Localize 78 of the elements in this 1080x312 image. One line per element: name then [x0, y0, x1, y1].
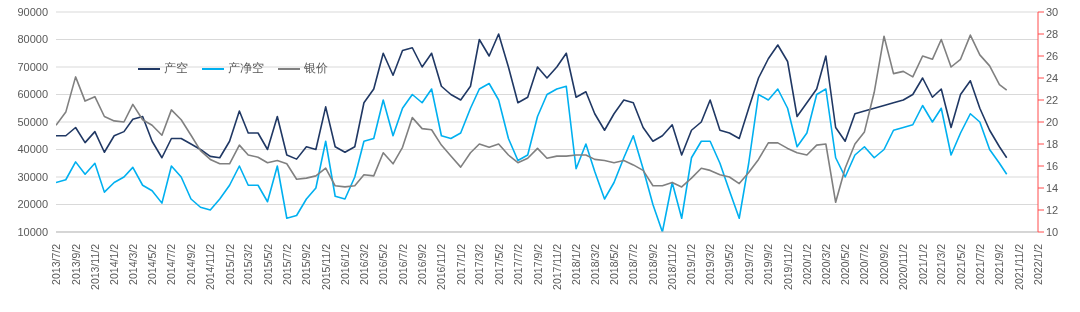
- x-tick-label: 2020/11/2: [897, 243, 910, 290]
- x-tick-label: 2014/7/2: [165, 243, 178, 285]
- x-tick-label: 2016/7/2: [396, 243, 409, 285]
- x-tick-label: 2021/11/2: [1012, 243, 1025, 290]
- y2-tick-label: 28: [1046, 27, 1059, 40]
- x-tick-label: 2020/9/2: [878, 243, 891, 285]
- x-tick-label: 2015/11/2: [319, 243, 332, 290]
- line-series: [56, 82, 1008, 232]
- y2-tick-label: 22: [1046, 93, 1059, 106]
- x-tick-label: 2022/1/2: [1032, 243, 1044, 285]
- x-tick-label: 2015/7/2: [280, 243, 293, 285]
- x-tick-label: 2021/1/2: [916, 243, 929, 285]
- x-tick-label: 2014/9/2: [185, 243, 197, 285]
- x-tick-label: 2018/5/2: [608, 243, 621, 285]
- x-tick-label: 2017/9/2: [531, 243, 544, 285]
- x-tick-label: 2016/3/2: [357, 243, 370, 285]
- y2-tick-label: 18: [1046, 137, 1059, 150]
- x-tick-label: 2018/3/2: [588, 243, 601, 285]
- x-tick-label: 2019/11/2: [781, 243, 794, 290]
- y-tick-label: 40000: [17, 143, 48, 156]
- x-tick-label: 2021/7/2: [973, 243, 986, 285]
- y-tick-label: 80000: [17, 33, 48, 46]
- x-tick-label: 2021/9/2: [993, 243, 1006, 285]
- x-tick-label: 2021/3/2: [935, 243, 948, 285]
- x-tick-label: 2019/1/2: [685, 243, 698, 285]
- line-series: [56, 33, 1008, 160]
- x-tick-label: 2016/1/2: [338, 243, 351, 285]
- line-series: [56, 34, 1008, 204]
- x-tick-label: 2019/9/2: [762, 243, 775, 285]
- x-tick-label: 2015/3/2: [242, 243, 255, 285]
- x-tick-label: 2018/9/2: [646, 243, 659, 285]
- y2-tick-label: 10: [1046, 225, 1059, 238]
- legend-label: 银价: [304, 60, 328, 77]
- x-tick-label: 2014/3/2: [126, 243, 139, 285]
- x-tick-label: 2020/7/2: [858, 243, 871, 285]
- y2-tick-label: 20: [1046, 115, 1059, 128]
- y-tick-label: 30000: [17, 170, 48, 183]
- x-tick-label: 2018/7/2: [627, 243, 640, 285]
- x-tick-label: 2014/1/2: [108, 243, 121, 285]
- x-tick-label: 2016/11/2: [435, 243, 448, 290]
- y2-tick-label: 14: [1046, 181, 1059, 194]
- x-tick-label: 2018/11/2: [666, 243, 679, 290]
- x-tick-label: 2017/7/2: [511, 243, 524, 285]
- y2-tick-label: 24: [1046, 71, 1059, 84]
- x-tick-label: 2013/9/2: [69, 243, 82, 285]
- legend-label: 产空: [164, 60, 188, 77]
- x-tick-label: 2020/3/2: [819, 243, 832, 285]
- x-tick-label: 2017/11/2: [550, 243, 563, 290]
- x-tick-label: 2016/9/2: [416, 243, 429, 285]
- x-tick-label: 2017/3/2: [473, 243, 486, 285]
- y2-tick-label: 30: [1046, 5, 1059, 18]
- x-tick-label: 2017/5/2: [492, 243, 505, 285]
- x-tick-label: 2019/5/2: [723, 243, 736, 285]
- y2-tick-label: 16: [1046, 159, 1059, 172]
- legend-label: 产净空: [228, 60, 264, 77]
- x-tick-label: 2019/7/2: [742, 243, 755, 285]
- y-tick-label: 10000: [17, 225, 48, 238]
- y-tick-label: 90000: [17, 5, 48, 18]
- y2-tick-label: 12: [1046, 203, 1059, 216]
- x-tick-label: 2013/11/2: [88, 243, 101, 290]
- x-tick-label: 2017/1/2: [454, 243, 467, 285]
- x-tick-label: 2014/5/2: [146, 243, 159, 285]
- x-tick-label: 2015/9/2: [300, 243, 313, 285]
- x-tick-label: 2020/5/2: [839, 243, 852, 285]
- y2-tick-label: 26: [1046, 49, 1059, 62]
- y-tick-label: 60000: [17, 88, 48, 101]
- x-tick-label: 2016/5/2: [377, 243, 390, 285]
- x-tick-label: 2014/11/2: [204, 243, 217, 290]
- y-tick-label: 50000: [17, 115, 48, 128]
- x-tick-label: 2013/7/2: [50, 243, 62, 285]
- x-tick-label: 2015/5/2: [261, 243, 274, 285]
- y-tick-label: 20000: [17, 198, 48, 211]
- y-tick-label: 70000: [17, 60, 48, 73]
- x-tick-label: 2015/1/2: [223, 243, 236, 285]
- x-tick-label: 2020/1/2: [800, 243, 813, 285]
- x-tick-label: 2021/5/2: [954, 243, 967, 285]
- x-tick-label: 2019/3/2: [704, 243, 717, 285]
- x-tick-label: 2018/1/2: [570, 243, 583, 285]
